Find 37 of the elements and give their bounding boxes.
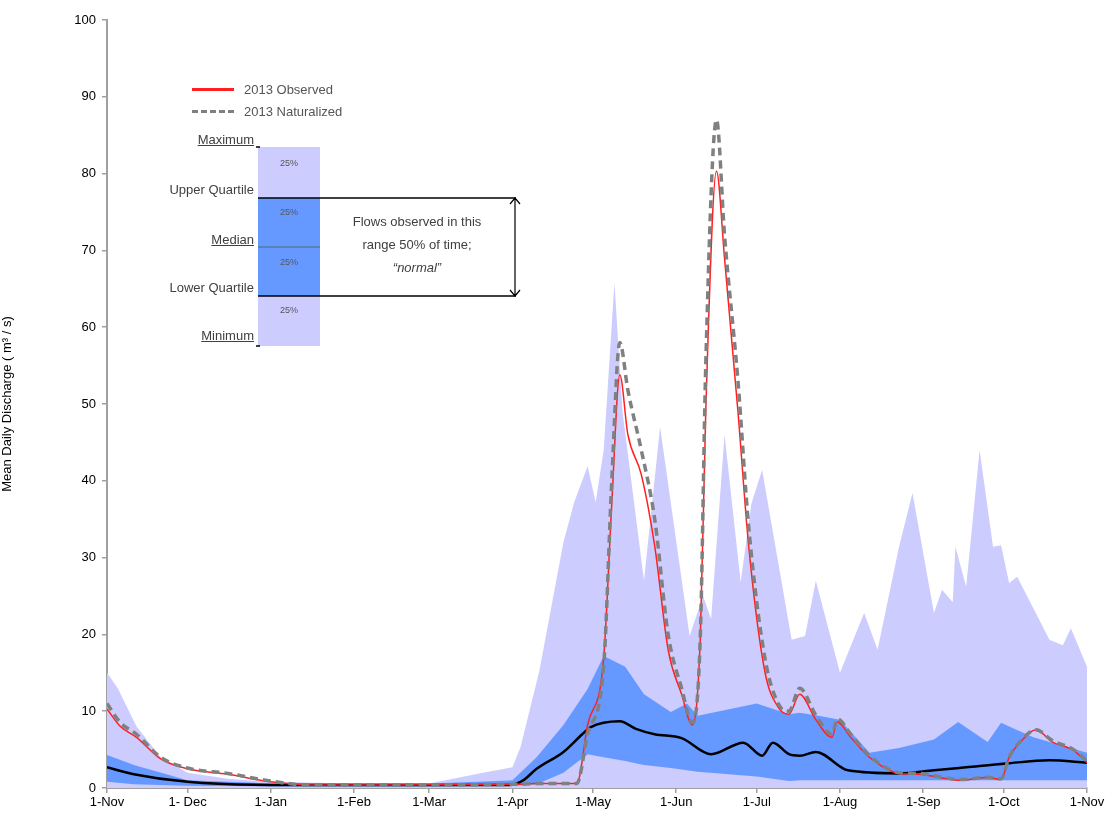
- x-tick-label: 1-Oct: [987, 794, 1021, 810]
- y-tick-label: 30: [81, 549, 96, 565]
- x-tick-label: 1-Jun: [659, 794, 693, 810]
- x-tick-label: 1-Sep: [905, 794, 941, 810]
- annotation: Lower Quartile: [169, 280, 254, 296]
- x-tick-label: 1-Feb: [337, 794, 371, 810]
- y-tick-label: 10: [81, 702, 96, 718]
- legend-label: 2013 Naturalized: [244, 103, 343, 119]
- y-tick-label: 20: [81, 625, 96, 641]
- x-tick-label: 1-Apr: [496, 794, 529, 810]
- annotation: 25%: [279, 206, 299, 219]
- x-tick-label: 1-Nov: [1069, 794, 1105, 810]
- x-tick-label: 1- Dec: [168, 794, 208, 810]
- annotation: 25%: [279, 157, 299, 170]
- x-tick-label: 1-May: [574, 794, 612, 810]
- y-tick-label: 0: [88, 779, 96, 795]
- annotation: 25%: [279, 304, 299, 317]
- y-tick-label: 60: [81, 318, 96, 334]
- y-tick-label: 40: [81, 472, 96, 488]
- y-tick-label: 90: [81, 88, 96, 104]
- x-tick-label: 1-Jul: [742, 794, 771, 810]
- annotation: Maximum: [197, 132, 254, 148]
- y-tick-label: 70: [81, 241, 96, 257]
- x-tick-label: 1-Aug: [822, 794, 858, 810]
- y-tick-label: 80: [81, 165, 96, 181]
- annotation: Median: [211, 232, 254, 248]
- y-tick-label: 100: [74, 11, 96, 27]
- legend-label: 2013 Observed: [244, 81, 333, 97]
- x-tick-label: 1-Nov: [89, 794, 125, 810]
- annotation: 25%: [279, 256, 299, 269]
- x-tick-label: 1-Mar: [412, 794, 447, 810]
- y-axis-title: Mean Daily Discharge ( m³ / s): [0, 316, 15, 492]
- y-tick-label: 50: [81, 395, 96, 411]
- annotation: Minimum: [201, 328, 254, 344]
- x-tick-label: 1-Jan: [254, 794, 288, 810]
- annotation: Flows observed in this range 50% of time; “normal”: [352, 214, 482, 275]
- annotation: Upper Quartile: [169, 182, 254, 198]
